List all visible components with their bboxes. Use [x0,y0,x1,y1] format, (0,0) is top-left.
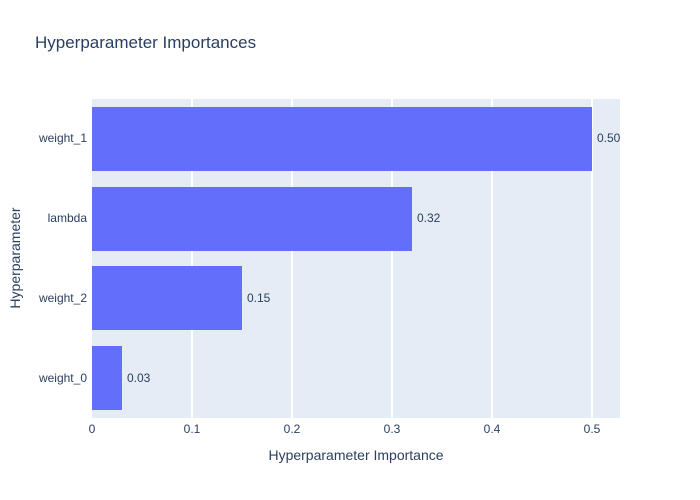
y-tick-label-weight_1: weight_1 [38,131,87,146]
value-label-lambda: 0.32 [417,211,441,226]
x-gridline [191,99,193,418]
y-tick-label-weight_2: weight_2 [38,290,87,305]
x-tick-label-0.3: 0.3 [383,422,401,436]
bar-weight_1[interactable] [92,106,592,171]
x-tick-label-0.4: 0.4 [483,422,501,436]
y-tick-label-lambda: lambda [47,211,87,226]
x-axis-title: Hyperparameter Importance [268,447,444,463]
x-tick-label-0.5: 0.5 [583,422,601,436]
bar-lambda[interactable] [92,186,412,251]
chart-title: Hyperparameter Importances [35,33,257,52]
value-label-weight_1: 0.50 [597,131,621,146]
value-label-weight_0: 0.03 [127,370,151,385]
x-tick-label-0.2: 0.2 [283,422,301,436]
plot-area[interactable] [92,99,620,418]
x-tick-label-0: 0 [88,422,96,436]
x-gridline [591,99,593,418]
bar-weight_2[interactable] [92,266,242,331]
y-tick-label-weight_0: weight_0 [38,370,87,385]
bar-weight_0[interactable] [92,346,122,411]
value-label-weight_2: 0.15 [247,290,271,305]
x-gridline [291,99,293,418]
x-gridline [391,99,393,418]
x-gridline [491,99,493,418]
x-tick-label-0.1: 0.1 [183,422,201,436]
